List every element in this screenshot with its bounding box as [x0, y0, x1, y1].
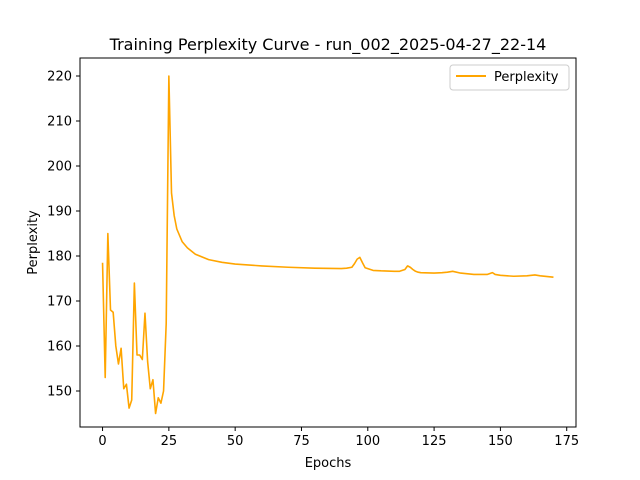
- x-tick-label: 75: [293, 434, 310, 449]
- x-axis-label: Epochs: [305, 456, 352, 471]
- x-tick-label: 100: [355, 434, 380, 449]
- x-tick-label: 25: [161, 434, 178, 449]
- perplexity-series-line: [101, 75, 554, 415]
- x-tick-label: 150: [488, 434, 513, 449]
- axes-frame: [79, 57, 577, 428]
- x-tick-label: 175: [554, 434, 579, 449]
- y-tick-label: 180: [47, 250, 72, 265]
- y-tick-label: 160: [47, 340, 72, 355]
- legend: Perplexity: [449, 64, 570, 91]
- chart-title: Training Perplexity Curve - run_002_2025…: [109, 35, 547, 55]
- x-tick-label: 125: [422, 434, 447, 449]
- y-tick-label: 190: [47, 205, 72, 220]
- y-axis: 150 160 170 180 190 200 210 220: [47, 70, 80, 400]
- legend-box: [449, 64, 570, 91]
- x-tick-label: 0: [98, 434, 106, 449]
- x-axis: 0 25 50 75 100 125 150 175: [98, 427, 579, 449]
- series-layer: [101, 75, 554, 415]
- y-tick-label: 170: [47, 295, 72, 310]
- y-tick-label: 150: [47, 385, 72, 400]
- legend-label: Perplexity: [494, 70, 559, 85]
- y-tick-label: 210: [47, 115, 72, 130]
- x-tick-label: 50: [227, 434, 244, 449]
- y-tick-label: 220: [47, 70, 72, 85]
- y-axis-label: Perplexity: [26, 210, 41, 275]
- y-tick-label: 200: [47, 160, 72, 175]
